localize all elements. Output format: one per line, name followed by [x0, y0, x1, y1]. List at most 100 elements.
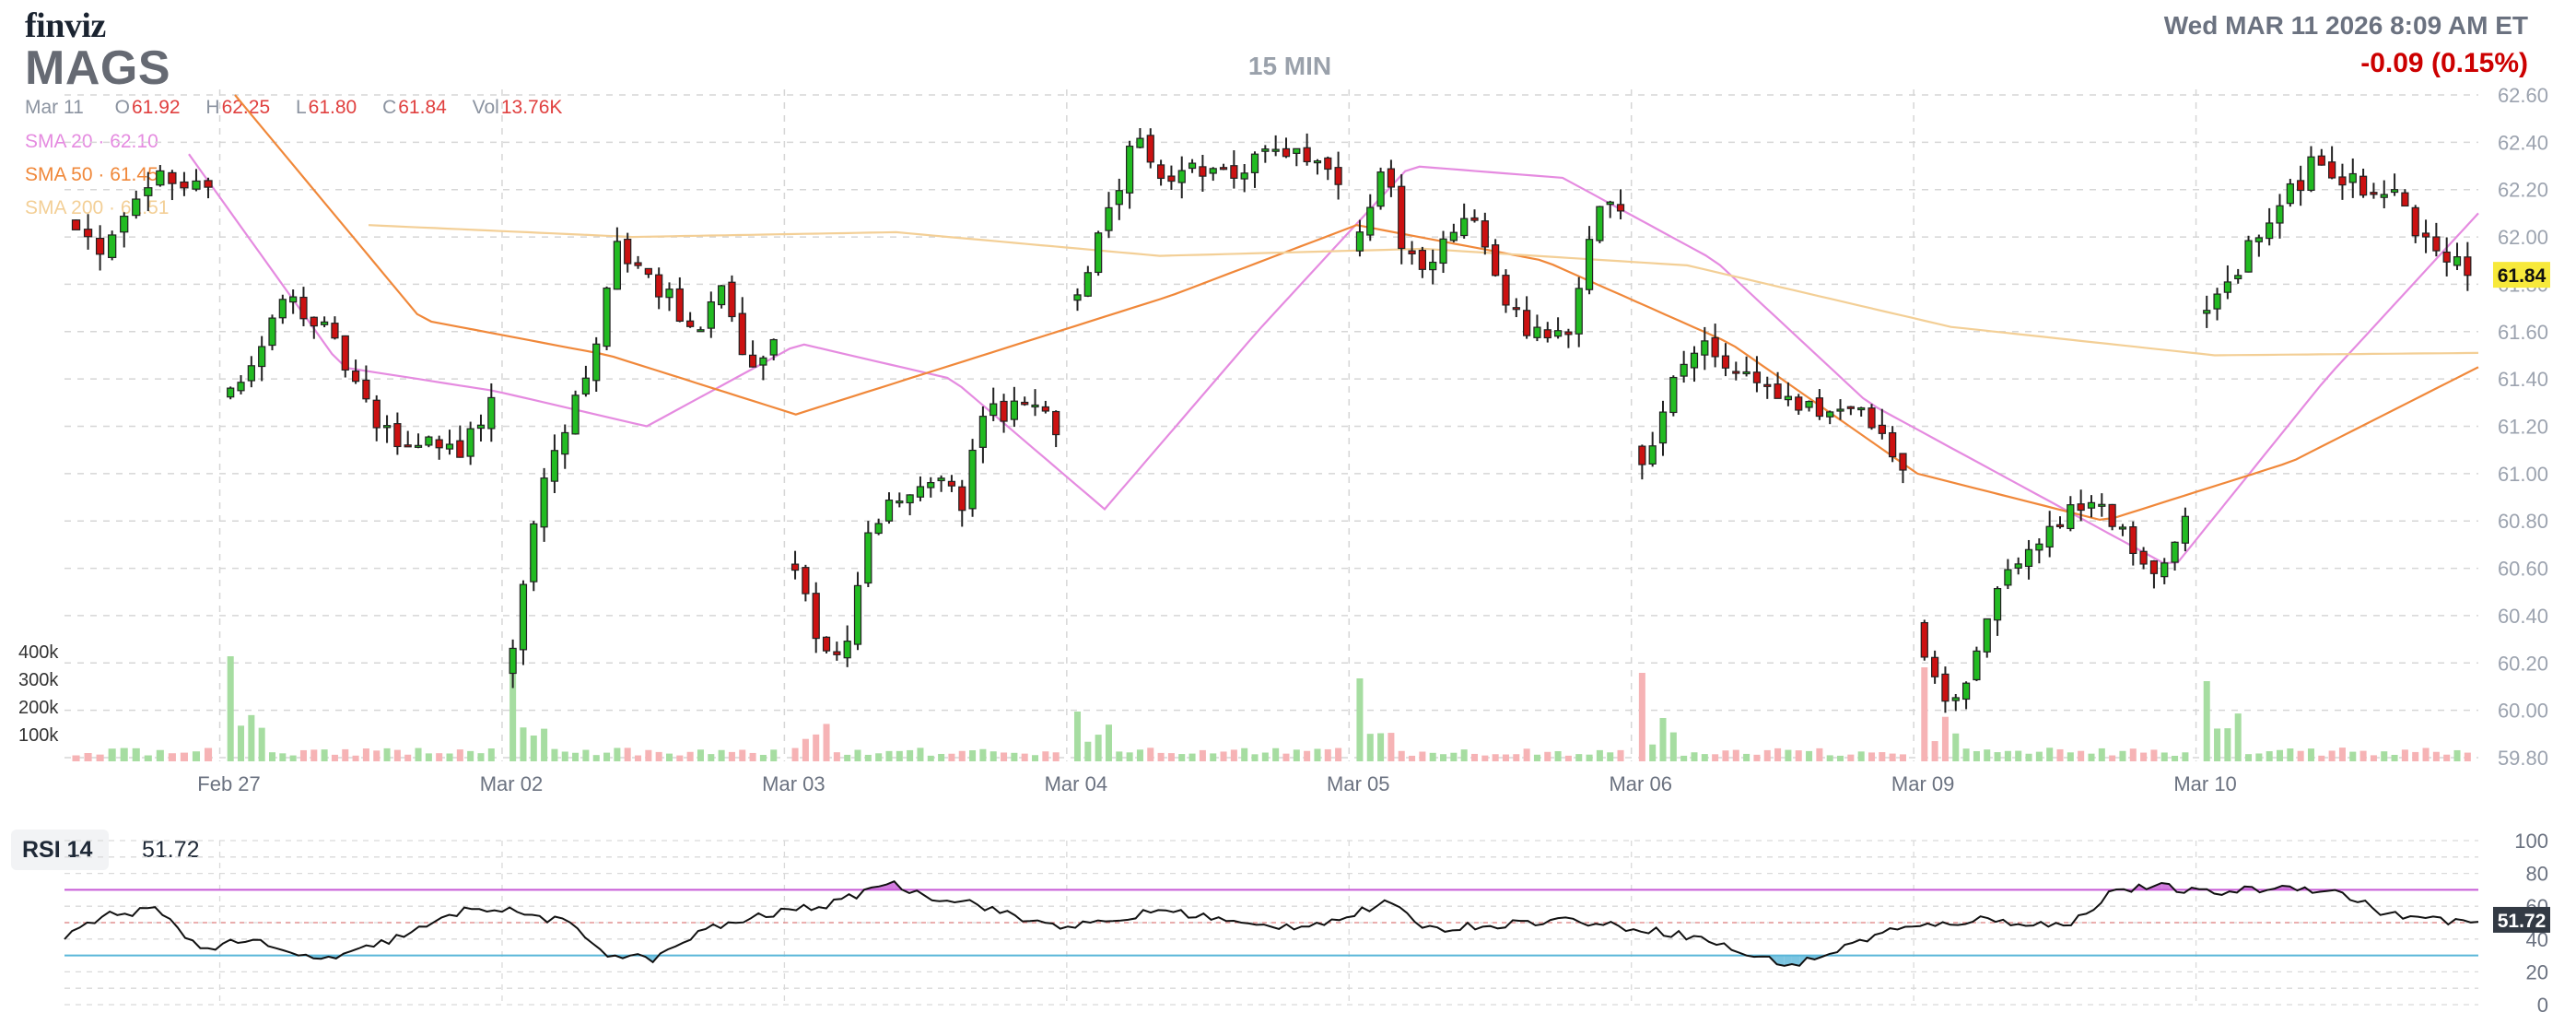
candle [1805, 400, 1813, 412]
candle-body [247, 365, 255, 382]
volume-bar [676, 755, 684, 761]
candle [1680, 350, 1688, 383]
candle [2129, 521, 2137, 566]
candle-body [1711, 336, 1719, 358]
candle-body [1680, 363, 1688, 377]
candle-body [812, 593, 820, 640]
candle [95, 225, 105, 271]
volume-bar [2287, 748, 2294, 761]
candle-body [351, 371, 360, 383]
volume-bar [1513, 754, 1520, 761]
candle [1052, 410, 1060, 448]
volume-bar [2349, 751, 2357, 761]
candle-body [1941, 673, 1950, 702]
volume-bar [289, 755, 297, 761]
volume-bar [331, 754, 338, 761]
candle-body [843, 641, 851, 659]
volume-bar [2422, 748, 2430, 761]
candle [675, 277, 684, 323]
candle [1878, 408, 1886, 440]
volume-bar [1712, 754, 1719, 761]
candle [874, 518, 883, 536]
candle [1553, 317, 1563, 339]
candle-body [519, 583, 528, 651]
candle-body [1271, 148, 1280, 152]
volume-bar [2004, 750, 2011, 761]
candle [1230, 150, 1238, 189]
volume-bar [665, 753, 673, 761]
volume-bar [1816, 748, 1823, 761]
candle [2328, 146, 2336, 180]
volume-bar [749, 752, 756, 761]
candle-body [1721, 355, 1730, 369]
candle-body [581, 377, 591, 395]
candle-body [425, 436, 433, 446]
candle [2055, 516, 2065, 529]
candle-body [1355, 231, 1364, 252]
volume-bar [2160, 752, 2168, 761]
candle [1721, 343, 1730, 377]
volume-bar [2234, 713, 2242, 761]
candle [278, 294, 287, 324]
volume-bar [1356, 678, 1364, 761]
volume-bar [2172, 755, 2179, 761]
candle-body [769, 338, 778, 356]
candle-body [1429, 261, 1437, 271]
candle [2160, 558, 2169, 584]
candle-body [2098, 503, 2106, 507]
price-tick-label: 62.40 [2498, 131, 2548, 154]
candle-body [1763, 383, 1772, 387]
volume-bar [2119, 750, 2126, 761]
candle-body [435, 439, 443, 449]
volume-bar [770, 749, 778, 761]
candle-body [299, 296, 308, 320]
candle-body [927, 481, 935, 489]
candle [2338, 163, 2347, 200]
candle-body [2118, 526, 2127, 530]
date-tick-label: Mar 04 [1045, 772, 1107, 795]
volume-bar [1921, 667, 1928, 761]
volume-bar [1335, 748, 1342, 761]
volume-bar [2307, 748, 2314, 761]
candle [2077, 489, 2085, 522]
candle [958, 479, 966, 527]
candle [1250, 151, 1259, 188]
volume-bar [697, 749, 704, 761]
volume-bar [2381, 751, 2388, 761]
candle-body [603, 287, 611, 347]
candle-body [1669, 376, 1678, 414]
candle-body [738, 312, 746, 356]
candle-body [1146, 135, 1154, 163]
volume-bar [132, 748, 140, 761]
volume-bar [541, 728, 548, 761]
volume-bar [1032, 755, 1039, 761]
volume-bar [603, 752, 611, 761]
candle [790, 550, 800, 580]
candle [2108, 503, 2116, 531]
candle-body [1564, 331, 1573, 336]
volume-bar [1785, 749, 1792, 761]
candle-body [1951, 697, 1960, 701]
candle [2380, 180, 2388, 209]
candle-body [916, 486, 925, 498]
volume-bar [258, 727, 265, 761]
sma-lines [188, 94, 2479, 565]
volume-bar [1095, 735, 1102, 761]
volume-bar [1868, 752, 1876, 761]
volume-bar [2025, 753, 2032, 761]
finviz-logo[interactable]: finviz [25, 6, 106, 45]
open-label: O [114, 97, 130, 118]
price-chart[interactable]: 62.60 62.40 62.20 62.00 61.80 61.60 61.40 61.20… [0, 0, 2576, 820]
candle-body [2024, 548, 2033, 568]
volume-bar [1763, 749, 1771, 761]
candle [2390, 173, 2399, 196]
price-tick-label: 62.20 [2498, 179, 2548, 202]
candle-body [718, 285, 726, 306]
candle-body [2266, 222, 2274, 240]
candle-body [1795, 396, 1803, 411]
candle [1136, 128, 1144, 149]
volume-bar [759, 755, 767, 761]
candle [1418, 246, 1426, 278]
volume-bar [2182, 752, 2189, 761]
